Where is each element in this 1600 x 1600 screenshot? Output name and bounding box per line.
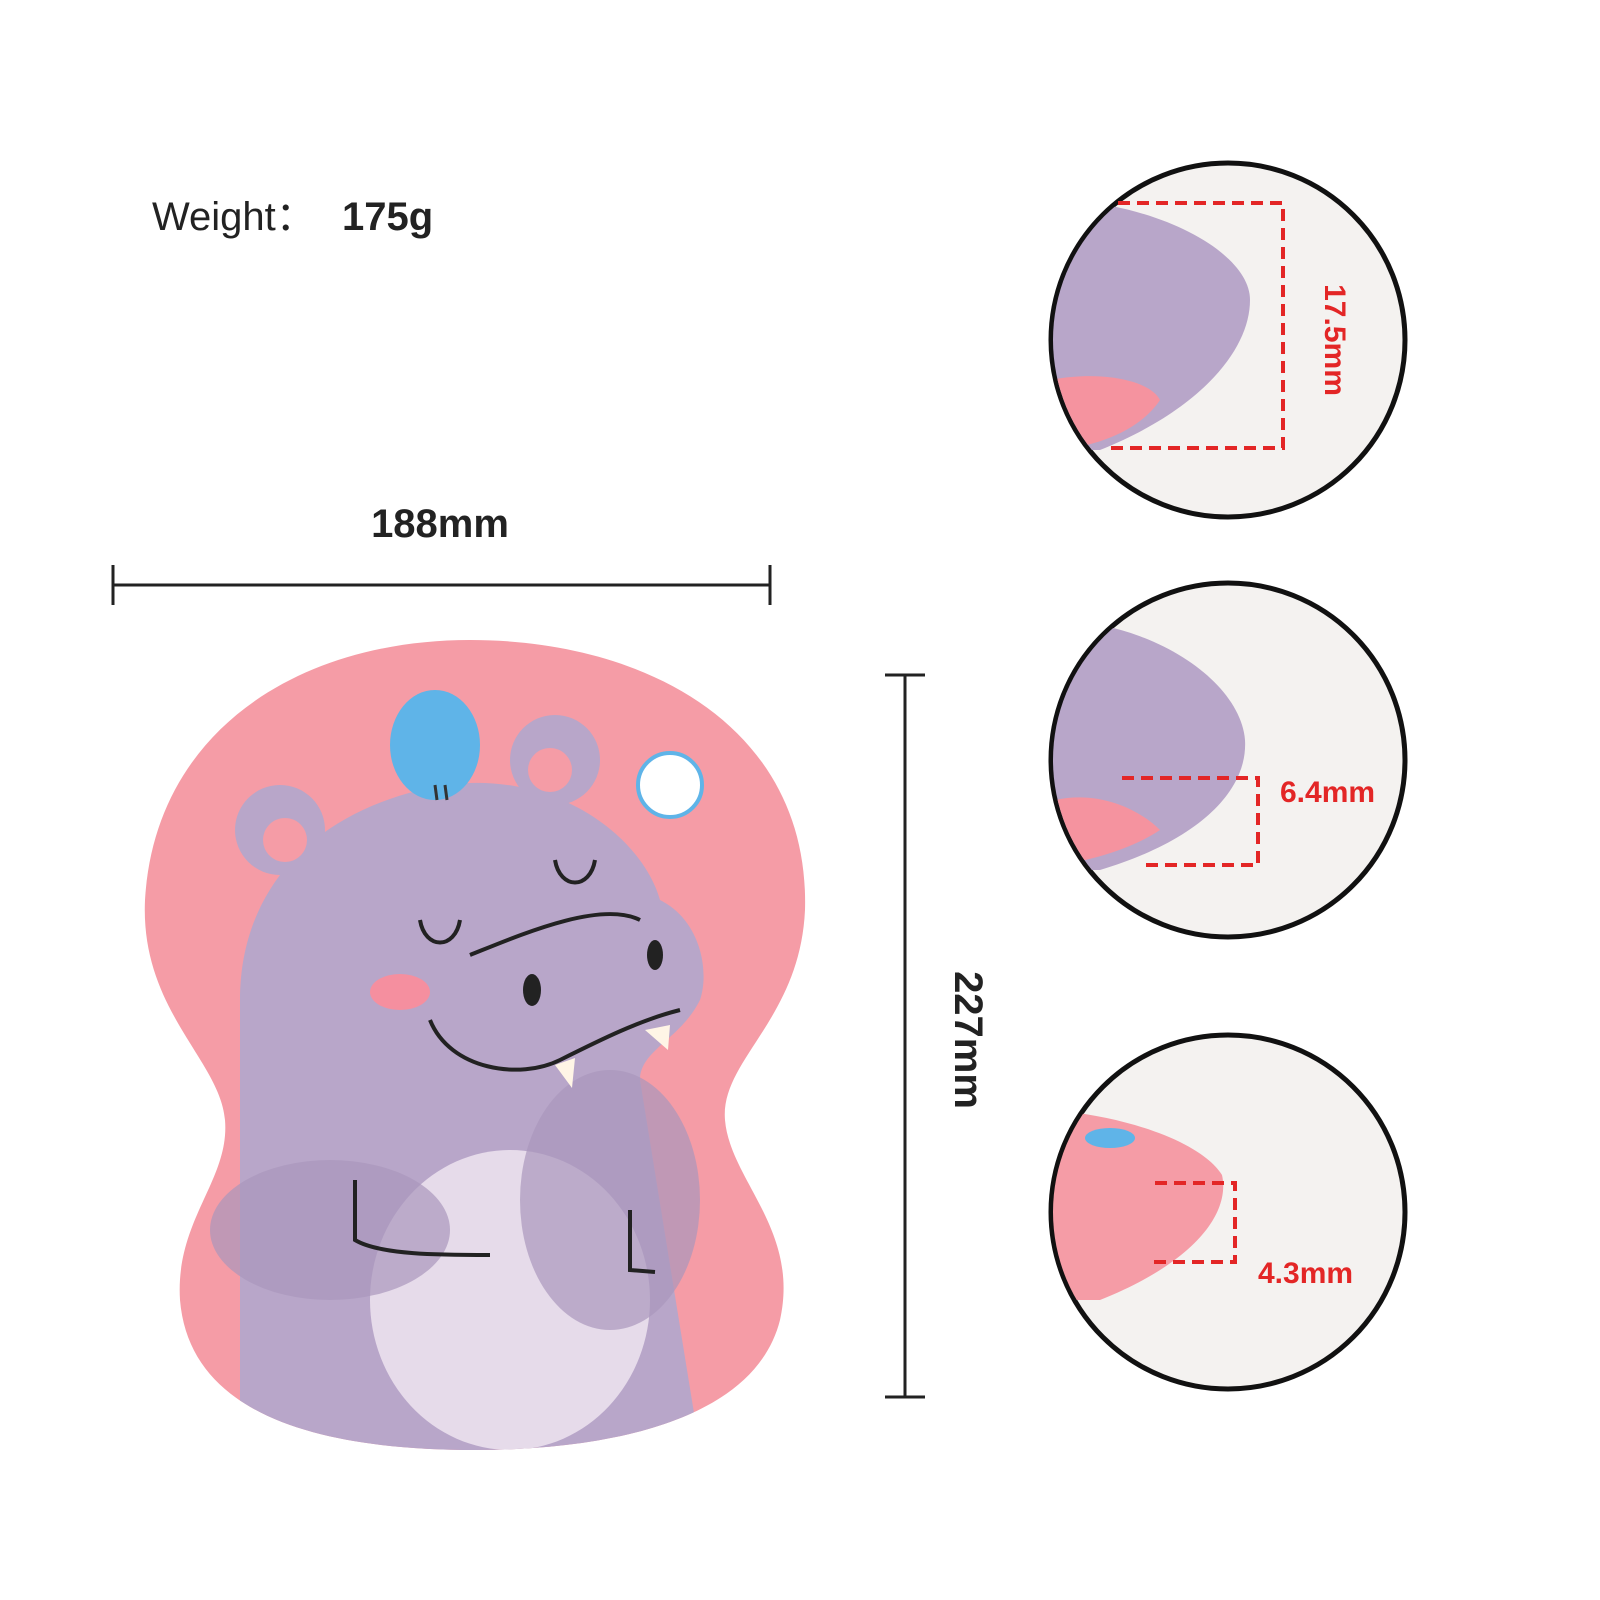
detail-label: 6.4mm bbox=[1280, 776, 1375, 809]
width-label: 188mm bbox=[371, 502, 509, 546]
weight-value: 175g bbox=[342, 195, 433, 239]
width-line bbox=[111, 565, 772, 605]
detail-3: 4.3mm bbox=[1048, 1032, 1408, 1392]
detail-label: 17.5mm bbox=[1318, 284, 1351, 396]
detail-2: 6.4mm bbox=[1048, 580, 1408, 940]
height-label: 227mm bbox=[946, 971, 990, 1109]
weight-label: Weight： bbox=[152, 195, 316, 239]
height-line bbox=[885, 673, 925, 1399]
mouse-pad bbox=[144, 640, 806, 1450]
detail-label: 4.3mm bbox=[1258, 1257, 1353, 1290]
detail-1: 17.5mm bbox=[1048, 160, 1408, 520]
